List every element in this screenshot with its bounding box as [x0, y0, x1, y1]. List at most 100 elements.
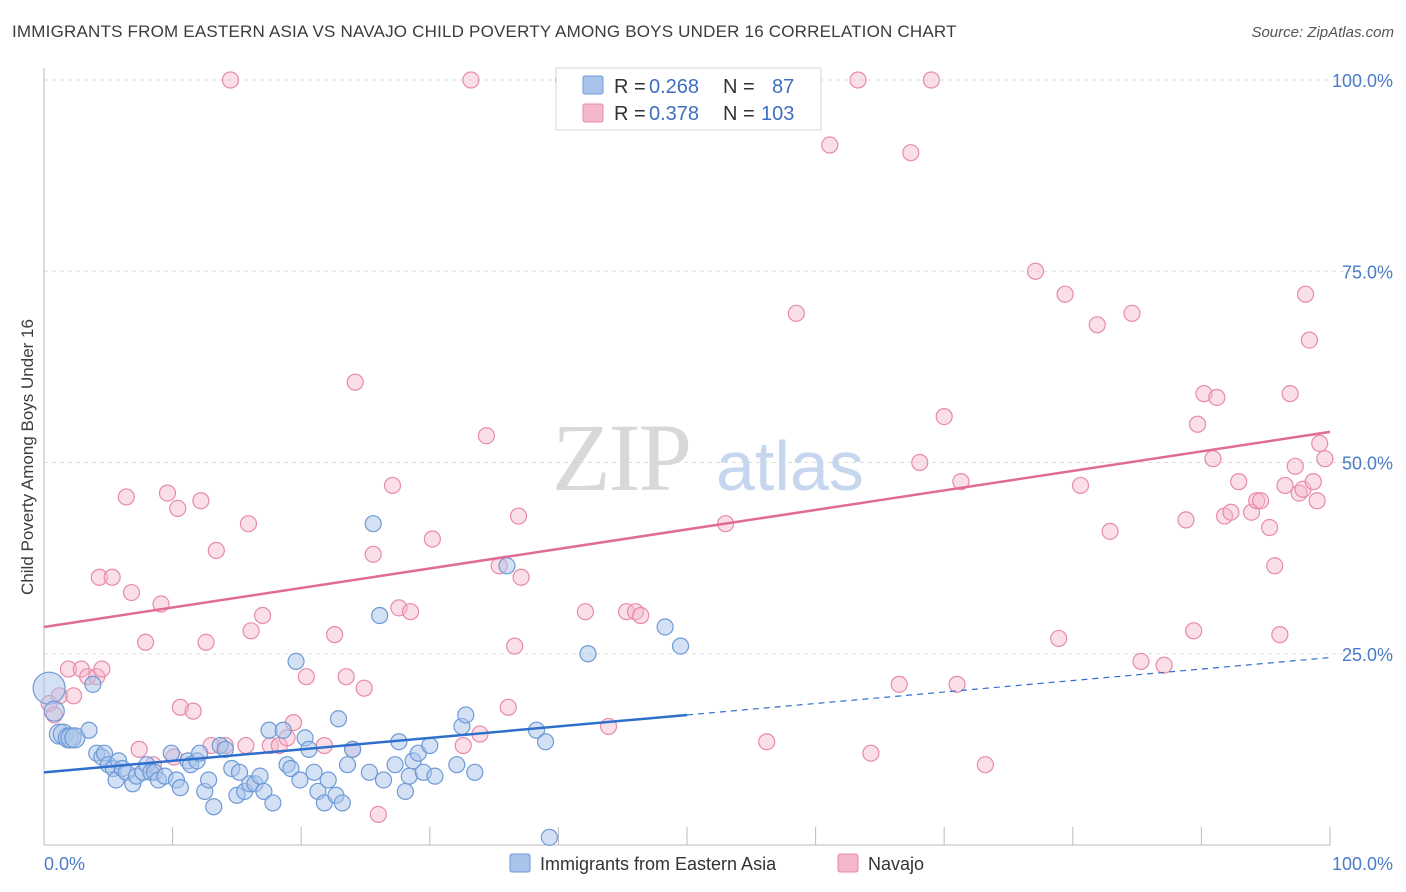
axes [43, 68, 1331, 846]
navajo-point [1300, 331, 1319, 349]
navajo-point [192, 492, 210, 510]
watermark-zip: ZIP [552, 404, 690, 511]
eastern-asia-point [205, 798, 223, 816]
eastern-asia-trend-line [43, 713, 688, 774]
navajo-point [1260, 518, 1279, 537]
eastern-asia-point [43, 700, 65, 722]
navajo-point [1276, 476, 1294, 495]
navajo-point [922, 71, 940, 89]
eastern-asia-point [466, 763, 484, 781]
eastern-asia-point [333, 794, 351, 812]
navajo-point [509, 507, 528, 525]
navajo-point [617, 603, 636, 621]
navajo-point [890, 675, 908, 693]
eastern-asia-point [338, 756, 357, 774]
eastern-asia-point [251, 767, 269, 785]
navajo-point [221, 71, 240, 89]
navajo-point [197, 633, 215, 651]
navajo-point [117, 488, 135, 506]
navajo-point [1050, 629, 1068, 648]
legend-r-value-pink: 0.378 [649, 103, 699, 125]
navajo-point [576, 603, 595, 621]
navajo-point [911, 453, 929, 472]
navajo-point [1195, 385, 1213, 403]
eastern-asia-point [396, 782, 414, 801]
navajo-point [239, 515, 258, 533]
watermark-atlas: atlas [716, 427, 864, 505]
navajo-point [364, 545, 382, 563]
eastern-asia-point [32, 671, 66, 705]
y-tick-label: 75.0% [1342, 262, 1393, 282]
eastern-asia-point [421, 736, 439, 755]
navajo-point [346, 373, 364, 391]
navajo-point [454, 736, 472, 755]
navajo-point [1304, 473, 1322, 491]
eastern-asia-point [84, 675, 102, 693]
navajo-point [1286, 457, 1304, 475]
eastern-asia-point [671, 637, 690, 655]
eastern-asia-point [579, 645, 597, 663]
legend-n-label: N = [723, 103, 755, 125]
navajo-point [512, 568, 530, 586]
y-tick-label: 50.0% [1342, 454, 1393, 474]
navajo-point [369, 805, 387, 824]
navajo-point [254, 606, 272, 625]
eastern-asia-point [230, 763, 249, 781]
navajo-point [1132, 652, 1150, 671]
x-tick-label: 0.0% [44, 854, 85, 874]
navajo-point [849, 71, 867, 89]
eastern-asia-point [255, 782, 273, 801]
legend-swatch-pink [582, 103, 604, 123]
eastern-asia-point [287, 652, 305, 671]
navajo-point [401, 603, 420, 621]
navajo-point [297, 668, 315, 686]
navajo-point [326, 626, 344, 644]
navajo-point [1026, 262, 1045, 280]
navajo-point [90, 568, 108, 586]
navajo-point [1123, 304, 1141, 322]
navajo-point [93, 660, 111, 678]
eastern-asia-trend-extension [686, 656, 1331, 716]
eastern-asia-point [171, 779, 189, 797]
navajo-point [632, 606, 650, 625]
navajo-point [952, 473, 970, 491]
navajo-point [1230, 473, 1248, 491]
series-legend-label-blue: Immigrants from Eastern Asia [540, 854, 777, 874]
navajo-point [1296, 285, 1315, 303]
navajo-point [1316, 450, 1334, 468]
eastern-asia-point [274, 721, 292, 739]
navajo-point [171, 698, 189, 716]
correlation-legend: R = 0.268 N = 87 R = 0.378 N = 103 [555, 67, 822, 131]
navajo-point [1056, 285, 1074, 303]
series-legend-swatch-blue [509, 853, 531, 873]
navajo-trend-line [43, 430, 1331, 629]
eastern-asia-point [364, 515, 382, 533]
source-label: Source: ZipAtlas.com [1251, 24, 1394, 41]
y-tick-label: 25.0% [1342, 645, 1393, 665]
navajo-point [184, 702, 202, 720]
navajo-point [1101, 522, 1119, 540]
eastern-asia-point [371, 606, 389, 625]
navajo-point [383, 476, 402, 495]
eastern-asia-point [360, 763, 378, 781]
navajo-point [1204, 450, 1222, 468]
navajo-point [122, 583, 141, 602]
chart-title: IMMIGRANTS FROM EASTERN ASIA VS NAVAJO C… [12, 22, 957, 41]
eastern-asia-point [374, 771, 393, 789]
eastern-asia-point [305, 763, 323, 781]
navajo-point [130, 740, 148, 758]
navajo-point [1248, 492, 1266, 510]
navajo-point [948, 675, 966, 693]
series-legend-label-pink: Navajo [868, 854, 924, 874]
navajo-point [1155, 656, 1173, 674]
legend-swatch-blue [582, 75, 604, 95]
eastern-asia-point [200, 771, 218, 789]
eastern-asia-point [457, 706, 475, 724]
navajo-point [423, 530, 441, 548]
eastern-asia-point [426, 767, 444, 785]
eastern-asia-point [162, 744, 180, 762]
navajo-point [1281, 385, 1299, 403]
navajo-point [1251, 492, 1270, 510]
navajo-point [902, 144, 920, 162]
navajo-point [499, 698, 517, 716]
